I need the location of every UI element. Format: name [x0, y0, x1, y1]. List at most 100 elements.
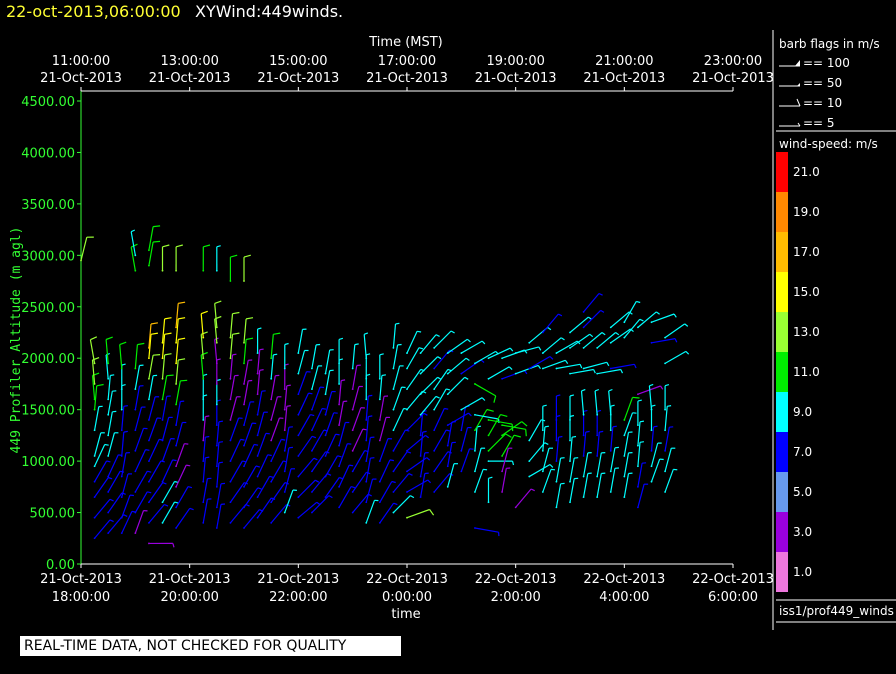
barb-shaft	[433, 429, 447, 452]
barb-shaft	[352, 450, 366, 472]
barb-station-dot	[120, 475, 123, 478]
wind-barb	[528, 326, 552, 344]
wind-barb	[433, 388, 451, 411]
barb-station-dot	[555, 460, 558, 463]
barb-station-dot	[229, 357, 232, 360]
y-tick-label: 3500.00	[21, 198, 75, 213]
x-tick-time: 0:00:00	[382, 590, 432, 605]
barb-flag	[269, 475, 274, 478]
barb-station-dot	[215, 506, 218, 509]
barb-flag	[564, 359, 569, 364]
barb-station-dot	[555, 352, 558, 354]
top-tick-date: 21-Oct-2013	[149, 71, 231, 86]
barb-flag	[599, 430, 604, 433]
wind-barb	[324, 476, 344, 499]
barb-shaft	[338, 486, 352, 508]
plot-product-name: XYWind:449winds.	[195, 2, 344, 21]
barb-shaft	[569, 437, 573, 462]
barb-flag	[245, 317, 254, 320]
wind-barb	[243, 443, 259, 468]
barb-flag	[164, 353, 172, 356]
barb-flag	[245, 337, 254, 341]
barb-flag	[218, 461, 224, 464]
wind-barb	[324, 369, 334, 396]
barb-flag	[583, 409, 588, 412]
barb-shaft	[542, 337, 562, 354]
barb-shaft	[597, 368, 621, 375]
barb-flag	[123, 514, 128, 517]
barb-shaft	[107, 454, 119, 477]
barb-station-dot	[243, 403, 245, 406]
barb-station-dot	[637, 424, 639, 426]
barb-station-dot	[270, 357, 273, 360]
color-scale-label: 9.0	[793, 405, 812, 419]
wind-barb	[161, 317, 172, 344]
color-swatch	[776, 392, 788, 432]
barb-station-dot	[582, 347, 585, 349]
barb-station-dot	[609, 326, 612, 329]
wind-barb	[270, 438, 286, 463]
barb-shaft	[420, 334, 437, 354]
wind-barb	[555, 457, 565, 483]
wind-barb	[501, 421, 528, 437]
barb-shaft	[270, 504, 288, 524]
barb-station-dot	[419, 393, 422, 396]
barb-shaft	[582, 452, 589, 477]
wind-barb	[148, 374, 158, 401]
barb-shaft	[324, 412, 335, 436]
barb-station-dot	[148, 264, 150, 267]
wind-barb	[637, 462, 647, 488]
barb-flag	[486, 408, 494, 412]
barb-station-dot	[433, 491, 436, 493]
barb-flag	[368, 394, 373, 397]
barb-shaft	[229, 482, 245, 503]
barb-shaft	[542, 313, 559, 333]
barb-station-dot	[582, 311, 585, 313]
barb-flag	[137, 342, 145, 346]
wind-barb	[596, 368, 624, 375]
barb-station-dot	[501, 377, 503, 380]
wind-barb	[338, 486, 356, 509]
barb-station-dot	[609, 429, 612, 432]
wind-barb	[541, 447, 553, 473]
barb-legend-label: == 5	[803, 116, 835, 130]
wind-barb	[297, 328, 307, 354]
wind-barb	[215, 420, 224, 447]
barb-shaft	[93, 406, 100, 431]
barb-station-dot	[202, 521, 205, 524]
barb-station-dot	[175, 383, 177, 385]
barb-station-dot	[148, 460, 150, 463]
barb-shaft	[528, 463, 551, 478]
data-source-path: iss1/prof449_winds	[779, 604, 894, 618]
barb-flag	[205, 456, 210, 459]
top-tick-date: 21-Oct-2013	[475, 71, 557, 86]
wind-barb	[297, 501, 321, 519]
barb-station-dot	[623, 475, 626, 478]
y-tick-label: 1500.00	[21, 404, 75, 419]
barb-shaft	[324, 433, 337, 457]
barb-legend-item: == 100	[779, 56, 850, 70]
barb-station-dot	[365, 501, 368, 504]
barb-flag	[558, 313, 563, 317]
barb-shaft	[474, 383, 496, 397]
barb-station-dot	[582, 455, 585, 457]
barb-shaft	[130, 231, 136, 256]
wind-barb	[365, 415, 373, 442]
barb-flag	[214, 300, 222, 304]
barb-flag	[505, 433, 512, 438]
wind-barb	[460, 359, 485, 375]
wind-barb	[202, 435, 210, 463]
barb-flag	[205, 415, 210, 418]
barb-station-dot	[229, 460, 232, 463]
barb-station-dot	[134, 269, 137, 272]
barb-station-dot	[243, 444, 245, 447]
barb-shaft	[352, 471, 367, 493]
barb-station-dot	[243, 506, 245, 509]
barb-station-dot	[609, 341, 612, 344]
wind-barb	[650, 458, 664, 483]
barb-flag	[480, 359, 485, 363]
barb-flag	[130, 229, 136, 233]
wind-barb	[229, 353, 237, 380]
barb-station-dot	[460, 352, 463, 354]
barb-station-dot	[283, 388, 286, 390]
